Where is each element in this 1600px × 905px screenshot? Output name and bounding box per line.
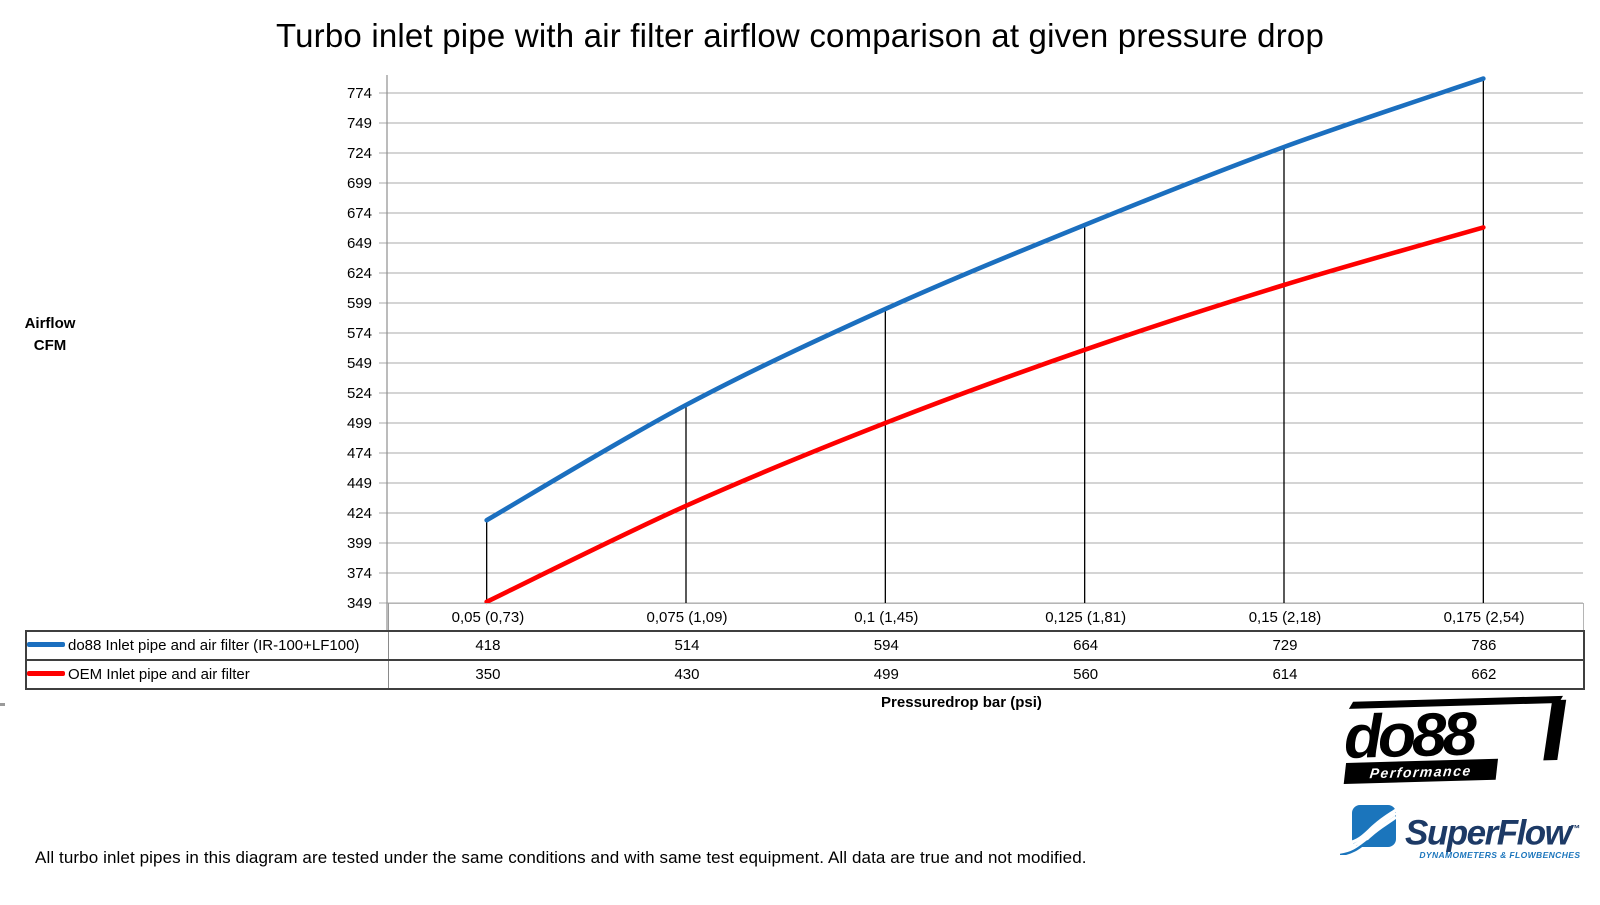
series-name: OEM Inlet pipe and air filter xyxy=(68,666,250,683)
y-axis-title-line2: CFM xyxy=(33,337,67,354)
value-cell: 594 xyxy=(786,630,986,661)
superflow-logo: SuperFlow™ DYNAMOMETERS & FLOWBENCHES xyxy=(1340,805,1580,860)
series-name-cell: do88 Inlet pipe and air filter (IR-100+L… xyxy=(25,630,389,661)
value-cell: 614 xyxy=(1185,659,1385,690)
legend-data-table: 0,05 (0,73) 0,075 (1,09) 0,1 (1,45) 0,125 (… xyxy=(25,603,1585,690)
series-name: do88 Inlet pipe and air filter (IR-100+L… xyxy=(68,637,360,654)
chart-title: Turbo inlet pipe with air filter airflow… xyxy=(275,17,1325,54)
y-tick-label: 524 xyxy=(347,385,372,402)
value-cell: 430 xyxy=(587,659,787,690)
do88-logo-right-bar xyxy=(1543,699,1567,761)
category-cell: 0,175 (2,54) xyxy=(1384,603,1585,631)
category-cell: 0,075 (1,09) xyxy=(587,603,787,631)
y-tick-label: 499 xyxy=(347,415,372,432)
value-cell: 786 xyxy=(1384,630,1585,661)
y-tick-label: 724 xyxy=(347,145,372,162)
do88-logo-subtext: Performance xyxy=(1368,761,1473,781)
series-line-0 xyxy=(484,76,1486,523)
table-corner-cell xyxy=(26,603,389,631)
superflow-wordmark: SuperFlow™ xyxy=(1405,815,1581,851)
y-tick-label: 399 xyxy=(347,535,372,552)
do88-logo: do88 Performance xyxy=(1337,695,1567,785)
y-axis-title: Airflow CFM xyxy=(4,313,96,357)
footer-note: All turbo inlet pipes in this diagram ar… xyxy=(35,848,1087,867)
do88-logo-wordmark: do88 xyxy=(1342,699,1474,772)
value-cell: 729 xyxy=(1185,630,1385,661)
y-tick-label: 624 xyxy=(347,265,372,282)
superflow-name: SuperFlow xyxy=(1405,813,1572,853)
series-line-1 xyxy=(484,225,1486,605)
value-cell: 499 xyxy=(786,659,986,690)
category-cell: 0,125 (1,81) xyxy=(985,603,1186,631)
series-name-cell: OEM Inlet pipe and air filter xyxy=(25,659,389,690)
y-tick-label: 574 xyxy=(347,325,372,342)
superflow-trademark: ™ xyxy=(1570,824,1581,835)
value-cell: 514 xyxy=(587,630,787,661)
y-tick-label: 774 xyxy=(347,85,372,102)
legend-swatch xyxy=(28,671,65,676)
y-tick-label: 599 xyxy=(347,295,372,312)
value-cell: 560 xyxy=(985,659,1186,690)
y-tick-label: 549 xyxy=(347,355,372,372)
y-tick-label: 374 xyxy=(347,565,372,582)
category-cell: 0,15 (2,18) xyxy=(1185,603,1385,631)
value-cell: 350 xyxy=(388,659,588,690)
superflow-text-block: SuperFlow™ DYNAMOMETERS & FLOWBENCHES xyxy=(1405,815,1580,860)
value-cell: 664 xyxy=(985,630,1186,661)
legend-swatch xyxy=(28,642,65,647)
category-cell: 0,1 (1,45) xyxy=(786,603,986,631)
category-cell: 0,05 (0,73) xyxy=(388,603,588,631)
value-cell: 418 xyxy=(388,630,588,661)
y-tick-label: 424 xyxy=(347,505,372,522)
y-tick-label: 674 xyxy=(347,205,372,222)
y-tick-label: 449 xyxy=(347,475,372,492)
y-tick-label: 474 xyxy=(347,445,372,462)
superflow-subtext: DYNAMOMETERS & FLOWBENCHES xyxy=(1419,849,1581,860)
y-axis-title-line1: Airflow xyxy=(24,315,76,332)
y-tick-label: 749 xyxy=(347,115,372,132)
do88-logo-performance-bar: Performance xyxy=(1343,758,1499,785)
superflow-wave-icon xyxy=(1340,805,1398,855)
y-tick-label: 649 xyxy=(347,235,372,252)
value-cell: 662 xyxy=(1384,659,1585,690)
stray-mark xyxy=(0,703,5,706)
y-tick-label: 699 xyxy=(347,175,372,192)
x-axis-title: Pressuredrop bar (psi) xyxy=(881,694,1042,711)
